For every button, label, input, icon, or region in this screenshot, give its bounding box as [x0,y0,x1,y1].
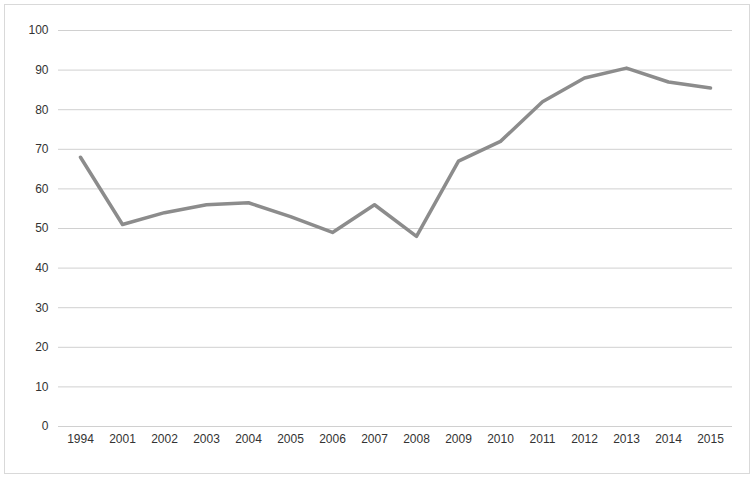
svg-text:100: 100 [28,23,48,37]
svg-text:80: 80 [35,103,49,117]
svg-text:1994: 1994 [67,432,94,446]
svg-text:10: 10 [35,380,49,394]
svg-text:2007: 2007 [361,432,388,446]
svg-text:20: 20 [35,340,49,354]
svg-text:2012: 2012 [571,432,598,446]
svg-text:2009: 2009 [445,432,472,446]
svg-text:60: 60 [35,182,49,196]
svg-text:2005: 2005 [277,432,304,446]
svg-text:0: 0 [42,419,49,433]
svg-text:90: 90 [35,63,49,77]
svg-text:2003: 2003 [193,432,220,446]
svg-text:2014: 2014 [655,432,682,446]
svg-text:2002: 2002 [151,432,178,446]
svg-text:2015: 2015 [697,432,724,446]
svg-text:40: 40 [35,261,49,275]
svg-text:2001: 2001 [109,432,136,446]
svg-text:50: 50 [35,221,49,235]
svg-text:70: 70 [35,142,49,156]
svg-text:2008: 2008 [403,432,430,446]
svg-text:30: 30 [35,301,49,315]
svg-text:2004: 2004 [235,432,262,446]
svg-text:2010: 2010 [487,432,514,446]
svg-text:2013: 2013 [613,432,640,446]
svg-text:2006: 2006 [319,432,346,446]
svg-text:2011: 2011 [530,432,556,446]
